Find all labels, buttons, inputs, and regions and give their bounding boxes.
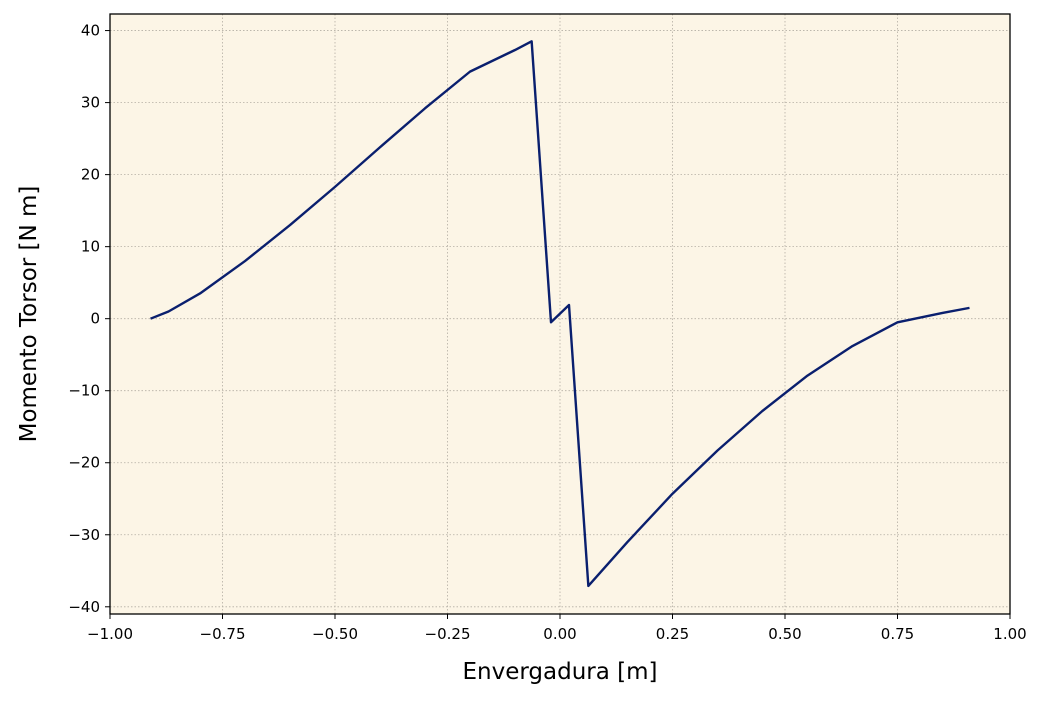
y-tick-label: −20 bbox=[68, 454, 100, 472]
x-tick-label: −0.75 bbox=[200, 625, 246, 643]
y-axis-label: Momento Torsor [N m] bbox=[16, 186, 42, 443]
y-tick-label: −10 bbox=[68, 382, 100, 400]
x-tick-label: 1.00 bbox=[993, 625, 1026, 643]
x-tick-label: 0.75 bbox=[881, 625, 914, 643]
y-tick-label: 0 bbox=[90, 310, 100, 328]
x-tick-label: 0.25 bbox=[656, 625, 689, 643]
x-tick-label: −0.50 bbox=[312, 625, 358, 643]
x-tick-label: −0.25 bbox=[425, 625, 471, 643]
x-axis-ticks: −1.00 −0.75 −0.50 −0.25 0.00 0.25 0.50 0.75 1.00 bbox=[87, 614, 1027, 643]
y-axis-ticks: 40 30 20 10 0 −10 −20 −30 −40 bbox=[68, 22, 110, 616]
y-tick-label: −40 bbox=[68, 598, 100, 616]
x-tick-label: 0.50 bbox=[768, 625, 801, 643]
x-axis-label: Envergadura [m] bbox=[462, 659, 657, 685]
y-tick-label: 40 bbox=[81, 22, 100, 40]
x-tick-label: 0.00 bbox=[543, 625, 576, 643]
series-line bbox=[150, 40, 970, 588]
y-tick-label: 20 bbox=[81, 166, 100, 184]
y-tick-label: 30 bbox=[81, 94, 100, 112]
grid bbox=[109, 14, 1011, 614]
y-tick-label: 10 bbox=[81, 238, 100, 256]
y-tick-label: −30 bbox=[68, 526, 100, 544]
x-tick-label: −1.00 bbox=[87, 625, 133, 643]
series-layer bbox=[150, 40, 970, 588]
